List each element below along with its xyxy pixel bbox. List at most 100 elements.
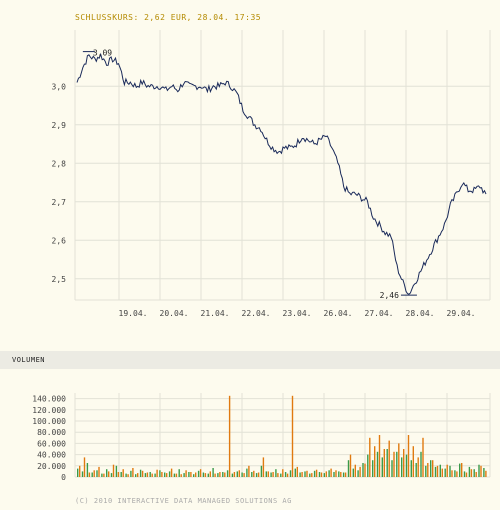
volume-bar-orange: [262, 457, 265, 477]
volume-bar-orange: [378, 435, 381, 477]
volume-bar-orange: [79, 465, 81, 477]
volume-y-tick-label: 100.000: [32, 417, 66, 426]
volume-bar-orange: [228, 395, 231, 477]
price-x-tick-label: 29.04.: [447, 309, 476, 318]
volume-bar-green: [81, 471, 84, 477]
volume-bar-orange: [195, 472, 197, 477]
volume-bar-green: [284, 472, 287, 477]
volume-bar-green: [430, 460, 432, 477]
volume-bar-orange: [257, 472, 260, 477]
volume-bar-green: [212, 468, 214, 477]
price-x-tick-label: 21.04.: [201, 309, 230, 318]
volume-bar-orange: [412, 446, 414, 477]
volume-bar-green: [110, 473, 113, 477]
volume-bar-orange: [282, 469, 284, 477]
volume-bar-green: [265, 471, 267, 477]
volume-bar-orange: [277, 473, 279, 477]
price-x-tick-label: 20.04.: [160, 309, 189, 318]
volume-bar-green: [91, 472, 93, 477]
volume-bar-orange: [480, 465, 482, 477]
price-x-tick-label: 26.04.: [324, 309, 353, 318]
volume-bar-green: [449, 465, 451, 477]
volume-bar-orange: [403, 449, 405, 477]
volume-bar-orange: [180, 474, 182, 477]
volume-bar-green: [173, 473, 176, 477]
volume-bar-green: [459, 463, 461, 477]
volume-bar-orange: [465, 472, 468, 477]
volume-bar-orange: [364, 463, 366, 477]
volume-bar-green: [130, 470, 132, 477]
volume-bar-green: [280, 473, 282, 477]
volume-bar-orange: [446, 464, 448, 477]
price-chart: 3,0 2,9 2,8 2,7 2,6 2,5 19.04. 20.04. 21.04. 22.0…: [52, 30, 491, 318]
volume-bar-green: [304, 471, 306, 477]
volume-bar-orange: [320, 472, 323, 477]
volume-bar-orange: [369, 437, 371, 477]
volume-bar-green: [463, 471, 466, 477]
volume-bar-orange: [219, 472, 221, 477]
volume-bar-green: [231, 473, 234, 477]
volume-bar-green: [309, 473, 311, 477]
volume-bar-green: [106, 469, 108, 477]
volume-bar-green: [144, 473, 147, 477]
volume-y-tick-label: 140.000: [32, 395, 66, 404]
volume-bar-green: [251, 472, 253, 477]
volume-bar-orange: [349, 454, 352, 477]
volume-bar-green: [139, 469, 142, 477]
volume-bar-green: [347, 460, 350, 477]
volume-bar-green: [183, 473, 185, 477]
volume-bar-orange: [243, 473, 245, 477]
volume-bar-green: [376, 451, 379, 477]
volume-header-bar: [0, 351, 500, 369]
volume-bar-green: [164, 472, 166, 477]
volume-bar-orange: [112, 464, 115, 477]
volume-bar-orange: [340, 472, 342, 477]
copyright-footer: (C) 2010 INTERACTIVE DATA MANAGED SOLUTI…: [75, 497, 292, 505]
volume-bar-orange: [354, 464, 356, 477]
volume-bar-green: [101, 473, 103, 477]
volume-bar-orange: [209, 471, 211, 477]
volume-bar-green: [381, 457, 383, 477]
price-y-tick-label: 3,0: [52, 82, 67, 91]
volume-bar-orange: [185, 470, 187, 477]
volume-bar-green: [386, 449, 388, 477]
volume-y-tick-label: 120.000: [32, 406, 66, 415]
volume-bar-green: [372, 460, 374, 477]
volume-bar-orange: [393, 451, 395, 477]
volume-bar-green: [391, 460, 393, 477]
volume-bar-green: [478, 464, 480, 477]
price-y-tick-label: 2,6: [52, 236, 67, 245]
volume-bar-green: [120, 472, 122, 477]
volume-bar-orange: [93, 470, 95, 477]
low-annotation: 2,46: [380, 291, 399, 300]
volume-bar-green: [125, 473, 127, 477]
volume-bar-green: [168, 471, 171, 477]
volume-bar-green: [149, 472, 151, 477]
price-x-tick-label: 19.04.: [119, 309, 148, 318]
volume-bar-green: [420, 451, 422, 477]
volume-bar-green: [178, 469, 180, 477]
volume-bar-orange: [417, 457, 419, 477]
volume-bar-orange: [156, 469, 158, 477]
volume-bar-orange: [311, 473, 313, 477]
volume-y-tick-label: 60.000: [37, 439, 66, 448]
volume-bar-orange: [374, 446, 376, 477]
volume-bar-orange: [388, 440, 390, 477]
price-y-tick-label: 2,7: [52, 198, 67, 207]
volume-bar-green: [217, 473, 219, 477]
volume-bar-green: [401, 457, 403, 477]
price-y-tick-label: 2,9: [52, 121, 67, 130]
volume-bar-green: [473, 469, 475, 477]
volume-bar-orange: [335, 470, 337, 477]
volume-bar-green: [294, 468, 296, 477]
volume-bar-green: [357, 470, 359, 477]
price-x-tick-label: 23.04.: [283, 309, 312, 318]
volume-bar-orange: [436, 465, 439, 477]
volume-bar-orange: [427, 463, 429, 477]
volume-bar-orange: [325, 471, 327, 477]
volume-bar-green: [483, 468, 485, 477]
volume-bar-green: [246, 468, 248, 477]
volume-label: VOLUMEN: [12, 356, 46, 364]
volume-bar-orange: [233, 472, 236, 477]
